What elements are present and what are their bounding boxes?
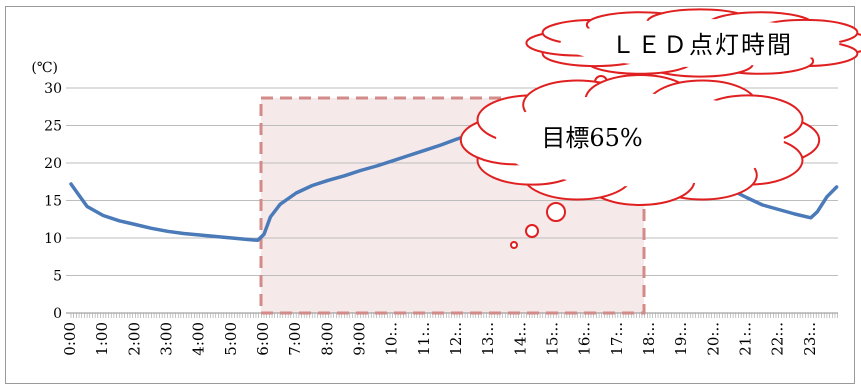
x-tick-label: 23:.. xyxy=(801,322,819,356)
x-tick-label: 15:.. xyxy=(544,322,562,356)
target-cloud xyxy=(459,74,821,206)
x-tick-label: 14:.. xyxy=(511,322,529,356)
x-tick-label: 8:00 xyxy=(318,322,336,356)
y-tick-label: 0 xyxy=(53,306,62,322)
x-tick-label: 21:.. xyxy=(737,322,755,356)
x-tick-label: 12:.. xyxy=(447,322,465,356)
y-tick-label: 15 xyxy=(44,194,62,210)
thought-bubble xyxy=(546,202,566,222)
target-label-text: 目標65% xyxy=(541,124,642,152)
y-tick-label: 5 xyxy=(53,269,62,285)
x-tick-label: 6:00 xyxy=(254,322,272,356)
y-tick-label: 25 xyxy=(44,119,62,135)
led-period-outline xyxy=(259,96,646,315)
y-unit-label: (℃) xyxy=(31,60,58,76)
y-tick-label: 20 xyxy=(44,156,62,172)
y-tick-label: 10 xyxy=(44,231,62,247)
x-tick-label: 2:00 xyxy=(125,322,143,356)
x-tick-label: 0:00 xyxy=(61,322,79,356)
x-tick-label: 18:.. xyxy=(640,322,658,356)
thought-bubble xyxy=(510,241,518,249)
x-tick-label: 16:.. xyxy=(576,322,594,356)
x-tick-label: 1:00 xyxy=(93,322,111,356)
x-tick-label: 22:.. xyxy=(769,322,787,356)
x-tick-label: 9:00 xyxy=(351,322,369,356)
thought-bubble xyxy=(525,224,539,238)
x-tick-label: 7:00 xyxy=(286,322,304,356)
x-tick-label: 3:00 xyxy=(158,322,176,356)
x-tick-label: 19:.. xyxy=(672,322,690,356)
cloud-body xyxy=(496,93,784,187)
y-tick-label: 30 xyxy=(44,81,62,97)
x-tick-label: 11:.. xyxy=(415,322,433,356)
x-tick-label: 10:.. xyxy=(383,322,401,356)
x-tick-label: 13:.. xyxy=(479,322,497,356)
led-label-cloud xyxy=(525,8,861,78)
x-tick-label: 17:.. xyxy=(608,322,626,356)
x-tick-label: 20:.. xyxy=(704,322,722,356)
led-label-text: ＬＥＤ点灯時間 xyxy=(611,31,793,59)
x-tick-label: 5:00 xyxy=(222,322,240,356)
cloud-body xyxy=(560,19,840,67)
x-tick-label: 4:00 xyxy=(190,322,208,356)
